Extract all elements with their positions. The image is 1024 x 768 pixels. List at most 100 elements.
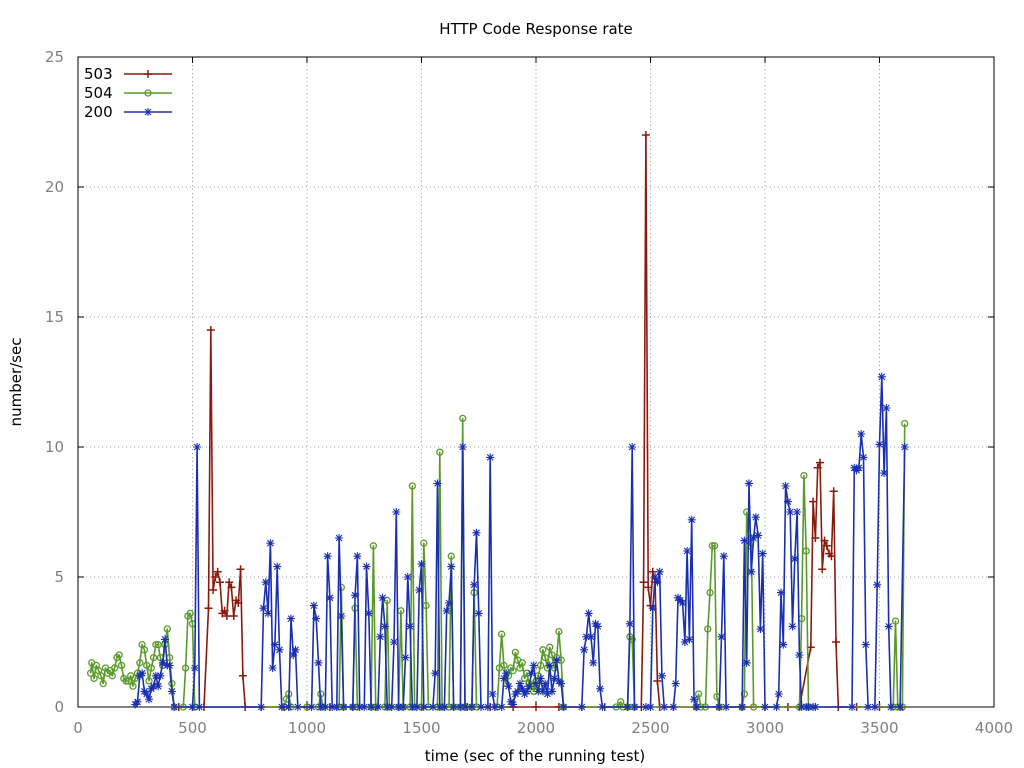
- data-point-200: [332, 703, 341, 711]
- data-point-200: [289, 651, 298, 659]
- data-point-200: [777, 588, 786, 597]
- data-point-200: [598, 703, 607, 711]
- legend-marker-503: [144, 70, 152, 78]
- data-point-200: [884, 622, 893, 631]
- data-point-200: [509, 700, 518, 709]
- grid: [78, 57, 994, 707]
- data-point-200: [580, 645, 589, 654]
- data-point-200: [875, 440, 884, 449]
- data-point-200: [552, 656, 561, 665]
- data-point-200: [428, 703, 437, 711]
- data-point-504: [147, 664, 155, 672]
- legend-marker-504: [144, 89, 152, 97]
- data-point-200: [486, 453, 495, 462]
- data-point-504: [541, 653, 549, 662]
- data-point-200: [133, 697, 142, 706]
- data-point-200: [848, 703, 857, 711]
- data-point-200: [161, 635, 170, 644]
- data-point-504: [163, 625, 171, 633]
- data-point-503: [644, 583, 653, 592]
- data-point-200: [541, 679, 550, 688]
- y-tick-label: 25: [45, 48, 64, 66]
- data-point-200: [316, 703, 325, 711]
- data-point-200: [678, 599, 687, 607]
- data-point-200: [415, 586, 424, 594]
- data-point-503: [213, 567, 222, 576]
- data-point-200: [692, 703, 701, 711]
- data-point-504: [420, 539, 428, 547]
- legend-label-503: 503: [84, 65, 113, 83]
- data-point-504: [694, 690, 703, 698]
- data-point-504: [145, 677, 153, 685]
- data-point-200: [394, 703, 403, 711]
- data-point-200: [761, 703, 769, 711]
- data-point-200: [376, 632, 385, 641]
- data-point-200: [857, 430, 866, 438]
- data-point-200: [584, 609, 593, 618]
- data-point-200: [795, 651, 804, 659]
- data-point-200: [144, 695, 153, 704]
- data-point-504: [136, 659, 144, 667]
- data-point-200: [499, 674, 508, 683]
- data-point-200: [651, 573, 660, 581]
- data-point-200: [401, 653, 410, 662]
- data-point-200: [596, 684, 605, 693]
- data-point-200: [630, 703, 639, 711]
- data-point-200: [527, 669, 536, 678]
- data-point-200: [467, 703, 476, 711]
- data-point-200: [431, 669, 440, 678]
- data-point-200: [474, 609, 483, 618]
- data-point-200: [373, 703, 382, 711]
- data-point-503: [209, 586, 218, 594]
- data-point-503: [220, 606, 229, 615]
- data-point-200: [864, 703, 873, 711]
- data-point-504: [115, 651, 123, 659]
- data-point-200: [536, 674, 545, 683]
- x-tick-label: 1500: [402, 719, 440, 737]
- data-point-200: [529, 661, 538, 670]
- data-point-504: [108, 672, 116, 680]
- data-point-504: [181, 664, 190, 672]
- data-point-200: [873, 580, 882, 589]
- data-point-503: [227, 583, 236, 592]
- series-200: [131, 372, 909, 711]
- data-point-200: [882, 404, 891, 412]
- y-tick-label: 5: [54, 568, 64, 586]
- x-axis-title: time (sec of the running test): [425, 747, 646, 765]
- data-point-200: [685, 635, 694, 644]
- data-point-200: [490, 703, 499, 711]
- data-point-504: [154, 640, 162, 649]
- y-tick-label: 15: [45, 308, 64, 326]
- data-point-504: [539, 646, 547, 654]
- legend-marker-200: [144, 108, 152, 116]
- data-point-503: [229, 612, 238, 620]
- data-point-200: [717, 632, 726, 641]
- data-point-200: [442, 606, 451, 615]
- data-point-200: [515, 679, 524, 688]
- data-point-503: [204, 604, 213, 613]
- data-point-200: [314, 658, 323, 667]
- data-point-503: [829, 487, 838, 496]
- data-point-200: [896, 703, 905, 711]
- data-point-200: [273, 562, 282, 571]
- data-point-200: [268, 664, 277, 672]
- data-point-200: [790, 554, 799, 563]
- x-tick-label: 4000: [975, 719, 1013, 737]
- data-point-200: [877, 372, 886, 381]
- series-group: [86, 131, 909, 711]
- data-point-200: [550, 674, 559, 683]
- data-point-504: [509, 666, 517, 675]
- data-point-200: [158, 658, 167, 667]
- data-point-200: [586, 632, 595, 641]
- data-point-200: [447, 562, 456, 571]
- data-point-200: [886, 703, 895, 711]
- data-point-200: [900, 443, 909, 451]
- data-point-200: [861, 640, 870, 649]
- data-point-200: [797, 703, 806, 711]
- data-point-200: [461, 703, 470, 711]
- data-point-200: [655, 567, 664, 576]
- data-point-200: [472, 528, 481, 537]
- data-point-503: [818, 565, 827, 574]
- data-point-200: [348, 703, 357, 711]
- data-point-200: [660, 703, 669, 711]
